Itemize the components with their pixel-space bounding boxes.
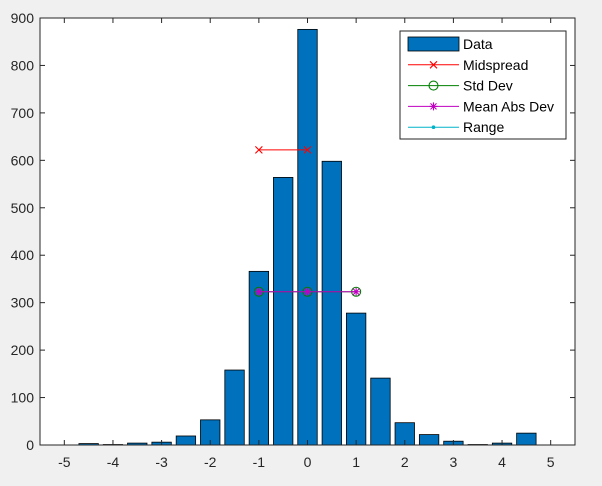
y-tick-label: 900 (11, 10, 35, 26)
series-mean-abs-dev (254, 287, 361, 296)
series-marker (254, 146, 263, 154)
y-tick-label: 500 (11, 200, 35, 216)
bar (370, 377, 391, 446)
axes: -5 -4 -3 -2 -1 0 1 2 3 4 5 0 100 200 300 400 500 600 700 80… (11, 10, 576, 470)
series-marker (352, 287, 361, 296)
y-tick-label: 300 (11, 295, 35, 311)
bar-series (78, 28, 537, 446)
bar (224, 369, 245, 446)
x-tick-label: 0 (304, 454, 312, 470)
legend-swatch-marker (431, 125, 436, 129)
y-tick-label: 600 (11, 152, 35, 168)
bar (516, 432, 537, 446)
series-midspread (254, 146, 312, 154)
legend-swatch-bar (407, 36, 460, 52)
x-tick-label: -5 (58, 454, 71, 470)
x-tick-label: 1 (352, 454, 360, 470)
x-tick-label: 3 (450, 454, 458, 470)
legend-entry-label: Std Dev (463, 78, 513, 94)
legend-entry-label: Mean Abs Dev (463, 98, 554, 114)
legend-entry-label: Data (463, 36, 493, 52)
x-tick-label: -1 (253, 454, 266, 470)
series-marker (303, 287, 312, 296)
x-tick-label: 5 (547, 454, 555, 470)
bar (297, 28, 318, 446)
legend-entry-label: Range (463, 119, 504, 135)
series-marker (254, 287, 263, 296)
y-tick-label: 400 (11, 247, 35, 263)
y-tick-label: 200 (11, 342, 35, 358)
x-tick-label: 2 (401, 454, 409, 470)
y-tick-label: 100 (11, 390, 35, 406)
x-tick-label: 4 (498, 454, 506, 470)
bar (273, 177, 294, 446)
x-tick-label: -4 (107, 454, 120, 470)
line-series-group (253, 146, 362, 297)
y-tick-label: 800 (11, 57, 35, 73)
y-tick-label: 0 (26, 437, 34, 453)
bar (418, 434, 440, 446)
legend-swatch-marker (429, 102, 438, 111)
x-tick-label: -2 (204, 454, 217, 470)
y-tick-label: 700 (11, 105, 35, 121)
legend-swatch-marker (429, 60, 438, 69)
legend-swatch-marker (428, 80, 439, 91)
series-marker (303, 146, 312, 154)
legend-entry-label: Midspread (463, 57, 528, 73)
bar (175, 435, 197, 446)
bar (248, 270, 269, 446)
x-tick-label: -3 (155, 454, 168, 470)
legend: Data Midspread Std Dev Mean Abs Dev Range (399, 30, 567, 140)
bar (346, 312, 367, 446)
bar (321, 160, 342, 446)
